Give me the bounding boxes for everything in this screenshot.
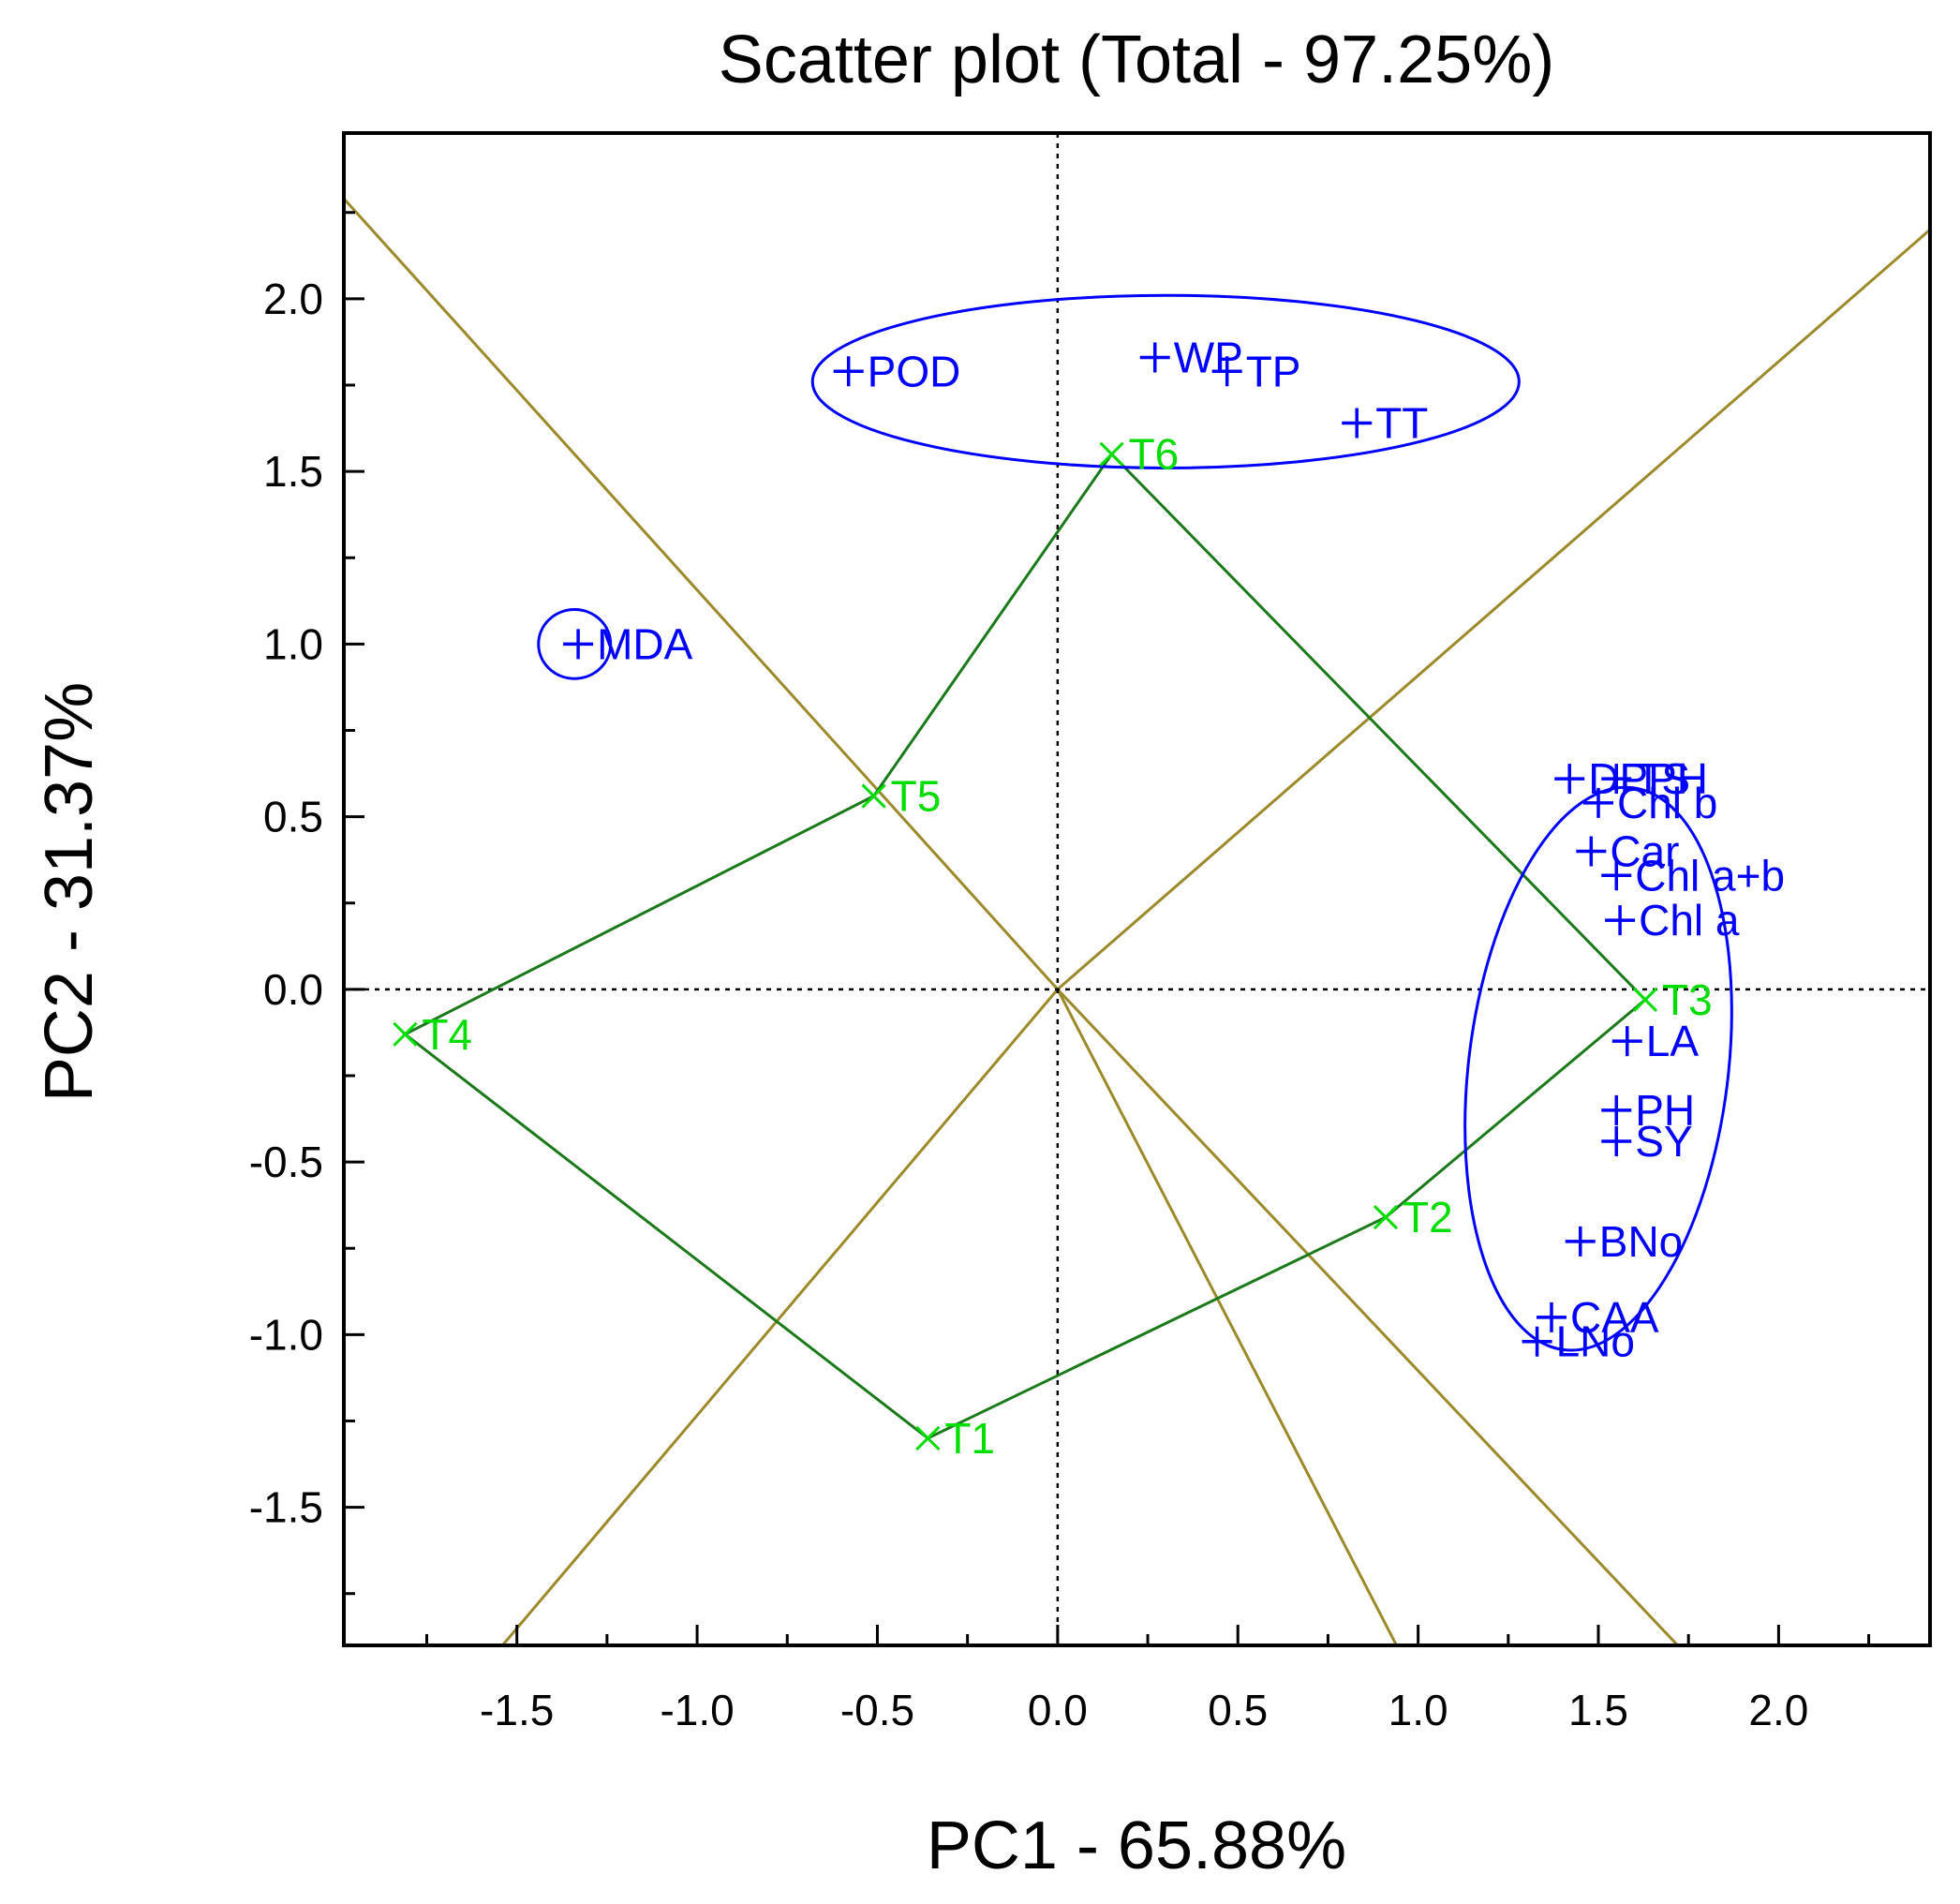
variable-label: CAA: [1570, 1293, 1659, 1342]
treatment-point: [1099, 441, 1124, 467]
variable-point: [1601, 860, 1632, 891]
y-tick-label: 0.5: [263, 793, 323, 841]
treatment-label: T6: [1129, 430, 1180, 479]
variable-label: Chl a: [1639, 896, 1740, 945]
variable-point: [1601, 1094, 1632, 1125]
y-tick-label: 0.0: [263, 965, 323, 1014]
variable-point: [1601, 764, 1632, 795]
variable-point: [1536, 1302, 1567, 1332]
variable-point: [1605, 905, 1636, 936]
treatment-point: [393, 1021, 418, 1047]
variable-label: Chl b: [1617, 779, 1717, 827]
x-axis-label: PC1 - 65.88%: [927, 1808, 1346, 1883]
plot-frame: [342, 131, 1932, 1647]
x-axis-ticks: -1.5 -1.0 -0.5 0.0 0.5 1.0 1.5 2.0: [424, 1625, 1871, 1734]
variable-point: [1576, 836, 1607, 867]
x-tick-label: 1.0: [1388, 1686, 1448, 1734]
variable-point: [833, 356, 864, 387]
y-tick-label: 1.0: [263, 619, 323, 668]
y-axis-label: PC2 - 31.37%: [32, 682, 107, 1102]
variable-label: WP: [1174, 334, 1243, 382]
x-tick-label: 1.5: [1568, 1686, 1628, 1734]
variable-label: PH: [1635, 1086, 1695, 1135]
group-ellipse-top: [810, 293, 1521, 469]
variable-label: LNo: [1556, 1317, 1635, 1366]
y-tick-label: -1.5: [249, 1483, 323, 1532]
treatment-label: T4: [422, 1010, 472, 1059]
group-ellipse-right: [1463, 785, 1733, 1352]
variable-point: [1211, 356, 1242, 387]
treatment-point: [861, 783, 886, 809]
treatment-polygon: [402, 452, 1648, 1440]
treatment-point: [915, 1425, 941, 1450]
variable-point: [563, 629, 594, 660]
variable-point: [1601, 1126, 1632, 1156]
treatment-point: [1632, 987, 1658, 1012]
variable-point: [1139, 342, 1170, 373]
variable-label: POD: [868, 347, 961, 395]
treatment-label: T5: [891, 772, 942, 821]
variable-label: BNo: [1599, 1217, 1683, 1266]
variable-label: SY: [1635, 1117, 1692, 1166]
variable-group-ellipses: [537, 293, 1733, 1352]
variable-point: [1554, 764, 1585, 795]
zero-lines: [344, 133, 1930, 1645]
y-tick-label: 1.5: [263, 447, 323, 496]
variable-label: LA: [1646, 1017, 1700, 1065]
treatment-point: [1373, 1205, 1399, 1230]
x-tick-label: -0.5: [840, 1686, 914, 1734]
x-tick-label: 0.5: [1208, 1686, 1268, 1734]
variable-point: [1342, 408, 1373, 439]
variable-label: TT: [1375, 399, 1428, 448]
group-ellipse-MDA: [537, 608, 613, 680]
sector-line: [344, 198, 1059, 990]
treatment-points: T1 T2 T3 T4 T5 T6: [393, 430, 1713, 1463]
variable-label: TS: [1635, 754, 1690, 803]
variable-point: [1611, 1026, 1642, 1057]
x-tick-label: 2.0: [1748, 1686, 1808, 1734]
treatment-label: T2: [1403, 1193, 1453, 1242]
sector-line: [1056, 989, 1398, 1645]
variable-label: Chl a+b: [1635, 851, 1785, 900]
variable-label: MDA: [597, 619, 693, 668]
y-tick-label: 2.0: [263, 275, 323, 323]
variable-point: [1583, 787, 1614, 818]
treatment-label: T3: [1662, 975, 1713, 1024]
x-tick-label: 0.0: [1028, 1686, 1088, 1734]
y-axis-ticks: 2.0 1.5 1.0 0.5 0.0 -0.5 -1.0 -1.5: [249, 211, 364, 1596]
variable-label: Car: [1610, 826, 1679, 875]
variable-label: TP: [1246, 347, 1301, 395]
variable-point: [1565, 1226, 1596, 1257]
sector-line: [501, 988, 1059, 1645]
sector-line: [1056, 229, 1930, 990]
x-tick-label: -1.0: [660, 1686, 734, 1734]
sector-lines: [344, 198, 1930, 1645]
y-tick-label: -1.0: [249, 1310, 323, 1359]
y-tick-label: -0.5: [249, 1138, 323, 1186]
chart-title: Scatter plot (Total - 97.25%): [719, 22, 1554, 97]
sector-line: [1056, 988, 1679, 1645]
treatment-label: T1: [944, 1414, 995, 1463]
variable-point: [1522, 1326, 1552, 1357]
x-tick-label: -1.5: [480, 1686, 554, 1734]
